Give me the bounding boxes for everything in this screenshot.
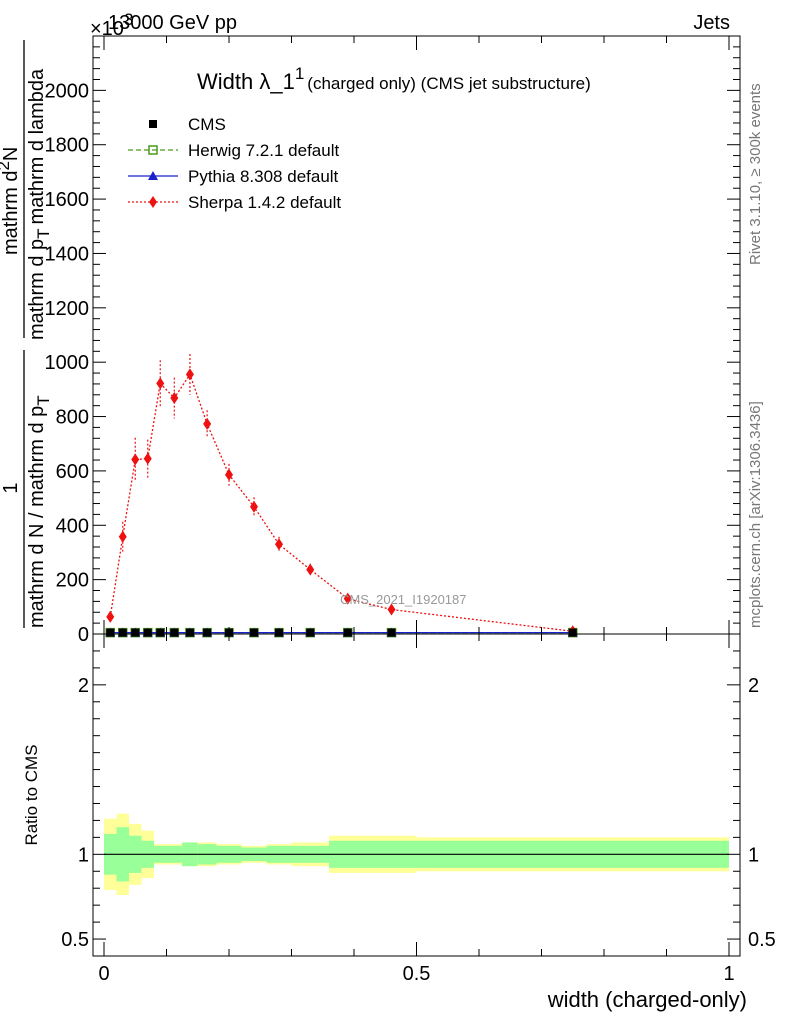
x-axis-label: width (charged-only) — [547, 987, 747, 1012]
ratio-y-tick-label: 1 — [78, 844, 89, 866]
data-point — [306, 628, 315, 637]
legend-marker — [148, 145, 158, 155]
ylabel-frac2-den: mathrm d pTmathrm d lambda — [26, 68, 53, 340]
ylabel-frac1-den: mathrm d N / mathrm d pT — [26, 395, 53, 628]
main-y-tick-label: 1000 — [45, 352, 90, 374]
ratio-bands-layer — [104, 813, 729, 895]
legend-label: Pythia 8.308 default — [188, 167, 339, 186]
data-point — [106, 610, 115, 623]
ratio-ylabel: Ratio to CMS — [22, 744, 41, 845]
data-point — [143, 452, 152, 465]
energy-label: 13000 GeV pp — [108, 12, 237, 34]
ratio-frame — [92, 633, 741, 957]
legend-marker — [148, 171, 158, 180]
main-ylabel: 1 mathrm d N / mathrm d pT mathrm d2N ma… — [0, 40, 53, 628]
x-tick-label: 1 — [723, 963, 734, 985]
legend-item: Herwig 7.2.1 default — [128, 141, 339, 160]
data-point — [387, 603, 396, 616]
series-sherpa — [106, 354, 577, 638]
data-point — [106, 628, 115, 637]
main-y-tick-label: 1400 — [45, 243, 90, 265]
legend-label: Herwig 7.2.1 default — [188, 141, 339, 160]
rivet-label: Rivet 3.1.10, ≥ 300k events — [747, 83, 764, 265]
ratio-y-tick-label-right: 2 — [748, 675, 759, 697]
ratio-y-tick-label-right: 0.5 — [748, 929, 776, 951]
ratio-y-tick-label: 0.5 — [61, 929, 89, 951]
legend-item: CMS — [149, 115, 226, 134]
data-point — [225, 468, 233, 481]
data-point — [275, 628, 283, 637]
data-point — [275, 538, 283, 551]
data-point — [118, 530, 127, 543]
legend-label: CMS — [188, 115, 226, 134]
data-point — [387, 628, 396, 637]
legend-item: Sherpa 1.4.2 default — [128, 193, 341, 212]
ratio-axes-layer: 0.5 0.5 1 1 2 2 0 0.5 1 — [61, 634, 776, 985]
legend-marker — [149, 120, 157, 128]
main-y-tick-label: 1600 — [45, 189, 90, 211]
legend: CMS Herwig 7.2.1 default Pythia 8.308 defa… — [128, 115, 341, 212]
data-point — [170, 628, 179, 637]
x-tick-label: 0.5 — [403, 963, 431, 985]
data-point — [203, 628, 212, 637]
process-label: Jets — [693, 12, 730, 34]
legend-label: Sherpa 1.4.2 default — [188, 193, 341, 212]
legend-marker — [149, 196, 157, 208]
main-y-tick-label: 200 — [56, 570, 89, 592]
data-point — [203, 417, 212, 430]
data-point — [156, 377, 165, 390]
data-point — [250, 628, 258, 637]
y-exponent: ×103 — [90, 10, 133, 40]
main-y-tick-label: 1200 — [45, 298, 90, 320]
data-point — [156, 628, 165, 637]
x-tick-label: 0 — [98, 963, 109, 985]
data-point — [250, 500, 258, 513]
main-y-tick-label: 0 — [78, 624, 89, 646]
ratio-y-tick-label-right: 1 — [748, 844, 759, 866]
data-point — [185, 368, 194, 381]
data-point — [143, 628, 152, 637]
ratio-y-tick-label: 2 — [78, 675, 89, 697]
main-y-tick-label: 400 — [56, 515, 89, 537]
data-point — [343, 592, 352, 605]
chart-title: Width λ_11(charged only) (CMS jet substr… — [197, 64, 591, 94]
main-axes-layer: 0 200 400 600 800 1000 1200 1400 1600 1800 2000 — [45, 36, 740, 646]
data-point — [306, 563, 315, 576]
legend-item: Pythia 8.308 default — [128, 167, 339, 186]
data-point — [131, 453, 140, 466]
data-point — [170, 392, 179, 405]
data-point — [131, 628, 140, 637]
data-point — [568, 628, 577, 637]
analysis-watermark: CMS_2021_I1920187 — [340, 592, 467, 607]
main-y-tick-label: 600 — [56, 461, 89, 483]
main-y-tick-label: 800 — [56, 407, 89, 429]
ylabel-frac1-num: 1 — [0, 482, 22, 493]
data-point — [118, 628, 127, 637]
main-y-tick-label: 2000 — [45, 80, 90, 102]
main-y-tick-label: 1800 — [45, 135, 90, 157]
data-point — [185, 628, 194, 637]
data-point — [343, 628, 352, 637]
ylabel-frac2-num: mathrm d2N — [0, 147, 22, 255]
mcplots-label: mcplots.cern.ch [arXiv:1306.3436] — [747, 401, 764, 628]
